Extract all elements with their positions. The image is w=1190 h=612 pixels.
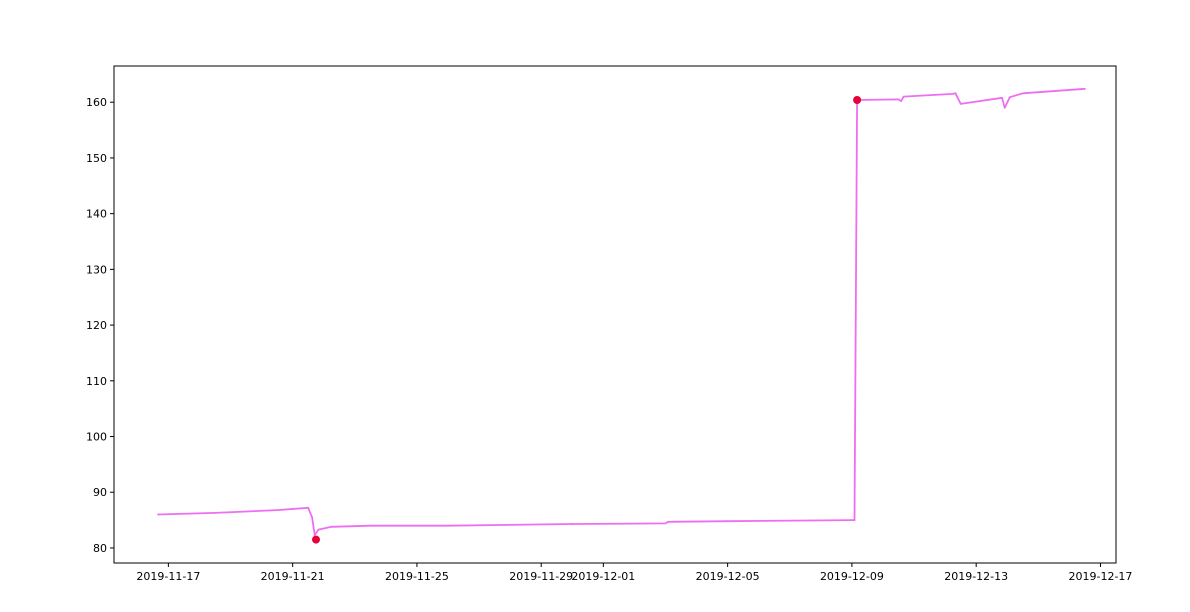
data-point [902, 95, 905, 98]
data-point [851, 519, 853, 521]
x-tick-label: 2019-11-17 [136, 570, 200, 583]
data-point [157, 513, 159, 516]
data-point [959, 103, 962, 105]
data-point [317, 528, 320, 531]
data-point [330, 525, 333, 528]
data-point [1084, 87, 1086, 90]
x-tick-label: 2019-12-13 [944, 570, 1008, 583]
x-tick-label: 2019-12-01 [571, 570, 635, 583]
y-tick-label: 110 [86, 375, 107, 388]
data-point [1021, 92, 1024, 95]
data-point [313, 534, 316, 536]
y-axis: 80 90 100 110 120 130 140 150 160 [86, 96, 114, 555]
x-tick-label: 2019-11-29 [509, 570, 573, 583]
x-tick-label: 2019-11-25 [385, 570, 449, 583]
x-axis: 2019-11-17 2019-11-21 2019-11-25 2019-11-29… [136, 563, 1132, 583]
data-point [853, 519, 856, 521]
data-point [307, 506, 310, 509]
data-point [664, 522, 667, 525]
data-point [1003, 106, 1006, 109]
y-tick-label: 120 [86, 319, 107, 332]
data-point [369, 524, 372, 527]
marker-point-1 [853, 96, 862, 104]
y-tick-label: 90 [93, 486, 107, 499]
y-tick-label: 160 [86, 96, 107, 109]
x-tick-label: 2019-12-17 [1068, 570, 1132, 583]
data-point [276, 509, 278, 511]
series-line-0 [157, 87, 1085, 536]
data-point [952, 93, 954, 95]
data-point [447, 524, 449, 527]
data-point [667, 520, 669, 523]
plot-frame [113, 65, 1117, 564]
x-tick-label: 2019-12-05 [696, 570, 760, 583]
plot-area [157, 87, 1086, 544]
y-tick-label: 150 [86, 152, 107, 165]
data-point [900, 100, 902, 102]
y-tick-label: 130 [86, 263, 107, 276]
data-point [954, 92, 957, 95]
x-tick-label: 2019-11-21 [261, 570, 325, 583]
y-tick-label: 80 [93, 542, 107, 555]
data-point [897, 98, 900, 101]
data-point [214, 512, 216, 514]
data-point [311, 516, 313, 519]
x-tick-label: 2019-12-09 [820, 570, 884, 583]
y-tick-label: 100 [86, 431, 107, 444]
data-point [1001, 96, 1003, 99]
marker-point-0 [312, 535, 320, 544]
y-tick-label: 140 [86, 208, 107, 221]
data-point [726, 520, 729, 523]
data-point [571, 523, 574, 525]
data-point [1008, 96, 1011, 99]
